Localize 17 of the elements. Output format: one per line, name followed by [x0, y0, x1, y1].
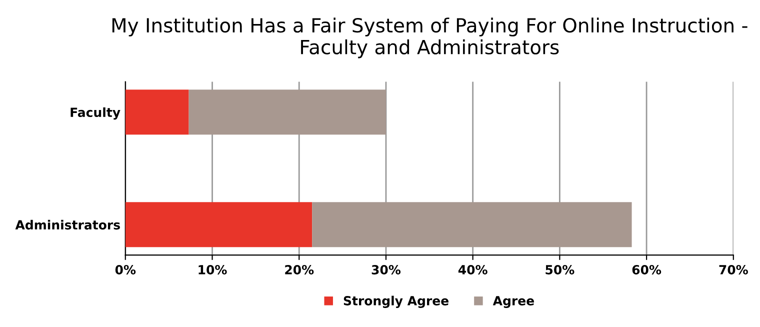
- bar: [125, 202, 312, 248]
- bar: [188, 90, 386, 135]
- x-tick-label: 50%: [546, 265, 574, 274]
- x-tick-label: 30%: [372, 265, 401, 274]
- y-tick-label: Faculty: [70, 107, 120, 120]
- legend-label: Agree: [492, 296, 534, 308]
- x-tick-label: 20%: [285, 265, 314, 274]
- y-tick-label: Administrators: [15, 220, 120, 230]
- chart-title: My Institution Has a Fair System of Paying For Online Instruction - Faculty and Administrators: [112, 18, 748, 58]
- x-tick-label: 40%: [458, 265, 488, 274]
- x-tick-label: 10%: [198, 265, 227, 274]
- x-tick-label: 0%: [115, 265, 136, 274]
- x-tick-label: 70%: [719, 265, 748, 274]
- x-tick-label: 60%: [632, 265, 662, 274]
- bar: [125, 90, 189, 135]
- legend-label: Strongly Agree: [344, 296, 448, 308]
- bar: [312, 202, 632, 248]
